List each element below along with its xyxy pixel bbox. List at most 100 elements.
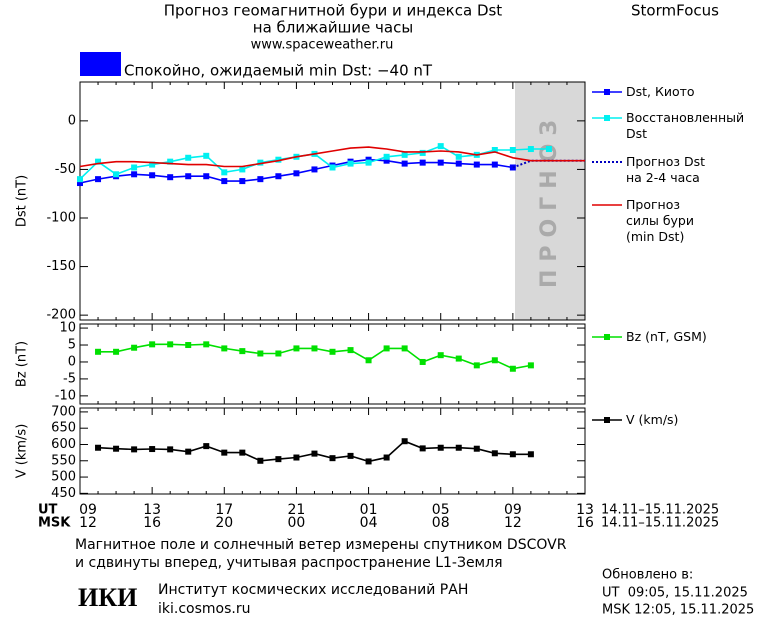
marker [527,451,534,458]
marker [545,146,552,153]
marker [473,445,480,452]
y-tick-label: 0 [68,354,76,369]
marker [455,355,462,362]
marker [113,445,120,452]
marker [311,345,318,352]
marker [221,449,228,456]
marker [131,164,138,171]
marker [239,348,246,355]
y-axis-label: Bz (nT) [15,341,30,387]
updated-title: Обновлено в: [602,568,693,583]
marker [113,348,120,355]
marker [401,151,408,158]
marker [203,341,210,348]
y-tick-label: 650 [51,421,76,436]
marker [185,173,192,180]
legend-marker [604,115,610,121]
site: www.spaceweather.ru [251,38,394,53]
x-tick-label: 17 [215,502,233,518]
marker [491,450,498,457]
marker [437,352,444,359]
note: и сдвинуты вперед, учитывая распростране… [75,555,503,571]
marker [419,445,426,452]
marker [131,344,138,351]
marker [95,176,102,183]
legend-marker [604,417,610,423]
marker [293,454,300,461]
x-tick-label: 12 [79,515,97,531]
legend-entry: Dst, Киото [626,84,695,99]
plot-frame [79,81,586,321]
updated: MSK 12:05, 15.11.2025 [602,603,754,618]
marker [383,157,390,164]
y-axis-label: V (km/s) [15,424,30,479]
marker [419,149,426,156]
y-tick-label: -10 [55,388,76,403]
marker [311,450,318,457]
marker [455,444,462,451]
marker [167,341,174,348]
marker [203,443,210,450]
marker [509,164,516,171]
legend-entry: Прогноз силы бури (min Dst) [626,197,694,244]
marker [347,347,354,354]
y-axis-label: Dst (nT) [15,175,30,227]
marker [167,174,174,181]
marker [185,154,192,161]
x-tick-label: 16 [143,515,161,531]
status-box [80,52,121,76]
marker [329,455,336,462]
marker [491,161,498,168]
x-tick-label: 08 [432,515,450,531]
x-range: 14.11–15.11.2025 [601,516,719,531]
marker [509,365,516,372]
marker [365,357,372,364]
brand: StormFocus [631,2,719,20]
y-tick-label: -200 [46,308,76,323]
marker [239,166,246,173]
marker [95,444,102,451]
y-tick-label: 10 [59,321,76,336]
marker [275,350,282,357]
title: Прогноз геомагнитной бури и индекса Dst [164,2,503,20]
marker [491,147,498,153]
marker [347,452,354,459]
marker [221,345,228,352]
marker [473,362,480,369]
marker [509,451,516,458]
x-tick-label: 20 [215,515,233,531]
marker [401,160,408,167]
marker [239,178,246,185]
legend-marker [604,334,610,340]
title: на ближайшие часы [253,19,413,37]
marker [221,169,228,176]
x-tick-label: 21 [288,502,306,518]
marker [455,160,462,167]
marker [275,456,282,463]
marker [167,158,174,165]
marker [347,160,354,167]
note: Магнитное поле и солнечный ветер измерен… [75,537,567,553]
marker [383,454,390,461]
marker [275,156,282,163]
x-row-name: UT [38,503,58,518]
y-tick-label: 550 [51,453,76,468]
y-tick-label: -150 [46,259,76,274]
y-tick-label: 700 [51,404,76,419]
marker [95,158,102,165]
marker [419,159,426,166]
marker [257,176,264,183]
marker [509,147,516,153]
legend-entry: Bz (nT, GSM) [626,329,707,344]
marker [131,446,138,453]
legend-entry: V (km/s) [626,412,679,427]
plot-frame [79,323,586,405]
marker [149,341,156,348]
marker [419,358,426,365]
marker [365,159,372,166]
marker [239,449,246,456]
y-tick-label: 0 [68,113,76,128]
marker [257,159,264,166]
